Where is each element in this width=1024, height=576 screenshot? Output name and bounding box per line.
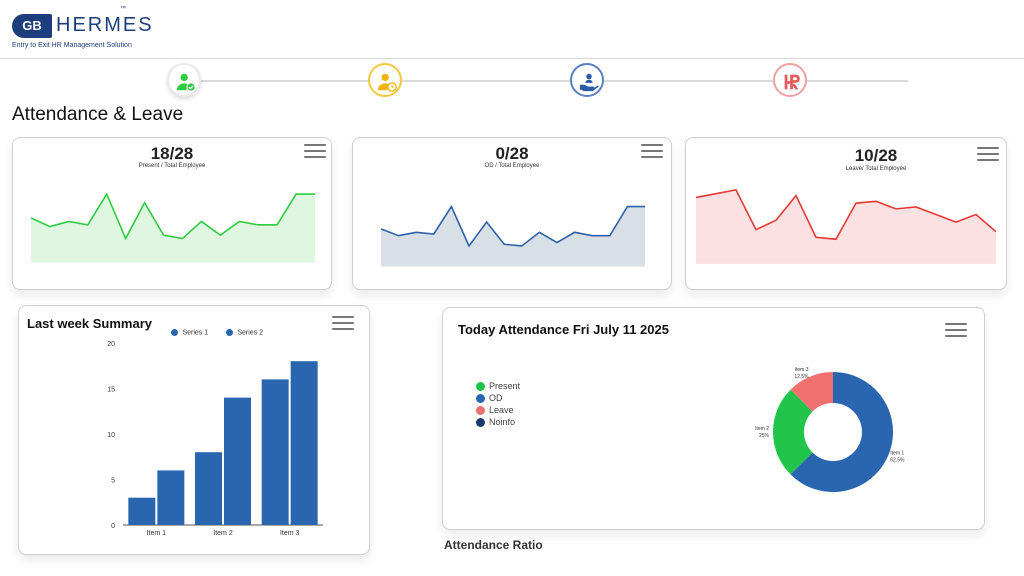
leave-card-menu-icon[interactable] [977,147,999,161]
legend-leave: Leave [476,404,520,416]
legend-od-label: OD [489,393,503,403]
present-value: 18/28 [150,144,194,163]
app-header: GB HERMES ™ Entry to Exit HR Management … [0,0,1024,59]
user-check-icon [176,73,196,92]
legend-leave-label: Leave [489,405,514,415]
od-sparkline [381,204,645,267]
od-value: 0/28 [495,144,529,163]
present-label: Present / Total Employee [138,163,206,169]
od-label: OD / Total Employee [484,163,540,169]
stepper-track [200,80,908,82]
donut-slice [790,372,893,492]
pie-legend: Present OD Leave Noinfo [476,380,520,428]
leave-card: 10/28 Leave/ Total Employee [685,137,1007,290]
today-title: Today Attendance Fri July 11 2025 [458,322,669,337]
slice-percent: 62.5% [890,457,905,463]
legend-series-2: Series 2 [237,329,264,337]
last-week-title: Last week Summary [27,316,153,331]
attendance-ratio-title: Attendance Ratio [444,538,543,552]
legend-series-2-dot [225,329,233,337]
sparkline-line [696,188,996,241]
legend-series-1: Series 1 [182,329,209,337]
last-week-card: Last week Summary Series 1 Series 2 0 5 10… [18,305,370,555]
page-title: Attendance & Leave [12,104,184,125]
present-card-menu-icon[interactable] [304,144,326,158]
trademark-mark: ™ [120,6,126,12]
logo-badge: GB [12,14,52,38]
logo-name: HERMES [56,14,154,36]
donut-slice [773,389,813,475]
today-attendance-card: Today Attendance Fri July 11 2025 Presen… [442,307,985,530]
leave-dot [476,406,485,416]
hand-user-icon [579,73,599,92]
logo-tagline: Entry to Exit HR Management Solution [12,42,132,49]
slice-label: Item 2 [755,426,769,432]
present-dot [476,382,485,392]
sparkline-line [31,192,315,241]
today-menu-icon[interactable] [945,323,967,337]
sparkline-area [31,194,315,263]
slice-percent: 25% [759,433,770,439]
x-tick-label: Item 2 [213,530,233,537]
legend-present-label: Present [489,381,521,391]
step-od[interactable] [570,63,604,97]
step-attendance[interactable] [167,63,201,97]
od-card: 0/28 OD / Total Employee [352,137,672,290]
step-reports[interactable] [773,63,807,97]
last-week-menu-icon[interactable] [332,316,354,330]
bar [290,361,318,525]
od-dot [476,394,485,404]
hr-logo-icon [784,74,800,90]
user-clock-icon [377,73,397,92]
leave-sparkline [696,188,996,264]
x-tick-label: Item 1 [147,530,167,537]
bar [195,452,222,525]
y-tick-label: 10 [107,432,115,439]
y-tick-label: 15 [107,387,115,394]
bar-chart: 0 5 10 15 20 Item 1 Item 2 Item 3 [107,341,323,537]
legend-series-1-dot [171,329,178,337]
slice-label: Item 3 [795,367,809,373]
y-tick-label: 20 [107,341,115,348]
present-card: 18/28 Present / Total Employee [12,137,332,290]
y-tick-label: 5 [111,478,115,485]
od-card-menu-icon[interactable] [641,144,663,158]
legend-noinfo-label: Noinfo [489,417,516,427]
sparkline-area [696,189,996,264]
donut-slice [790,372,833,412]
legend-od: OD [476,392,520,404]
leave-value: 10/28 [854,146,898,165]
legend-present: Present [476,380,520,392]
bar [128,497,156,525]
sparkline-area [381,206,645,267]
donut-chart: Item 162.5% Item 225% Item 312.5% [755,367,905,492]
slice-percent: 12.5% [794,374,809,380]
bar [261,379,289,525]
bar-legend: Series 1 Series 2 [171,324,263,342]
x-tick-label: Item 3 [280,530,300,537]
brand-logo[interactable]: GB HERMES ™ Entry to Exit HR Management … [12,6,152,54]
leave-label: Leave/ Total Employee [845,166,907,172]
slice-label: Item 1 [890,450,904,456]
bar [224,397,251,525]
present-sparkline [31,192,315,263]
sparkline-line [381,204,645,248]
bar [157,470,185,525]
noinfo-dot [476,418,485,428]
legend-noinfo: Noinfo [476,416,520,428]
step-leave[interactable] [368,63,402,97]
y-tick-label: 0 [111,523,115,530]
